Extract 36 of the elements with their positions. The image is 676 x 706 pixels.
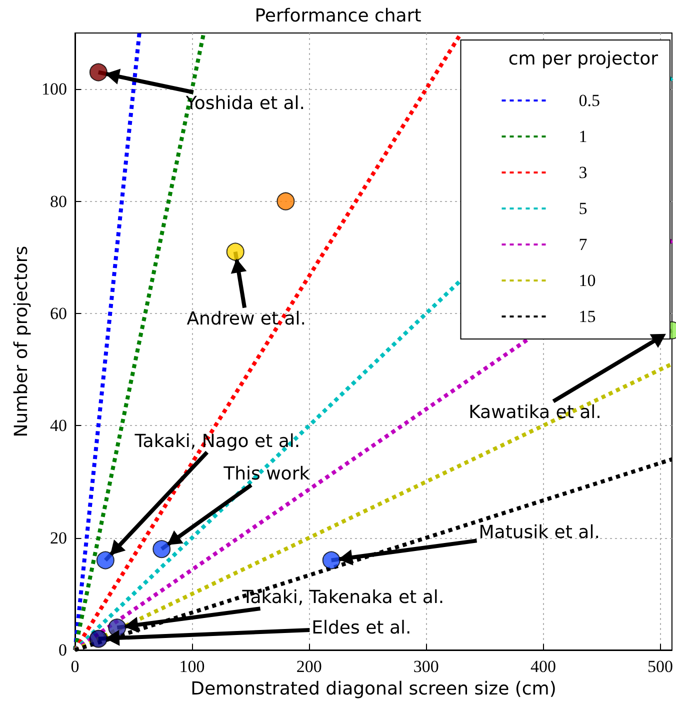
y-tick-label: 40 [50,416,67,436]
x-tick-label: 100 [179,657,205,676]
legend-label: 3 [578,163,588,182]
point [89,630,108,648]
point [276,192,295,210]
x-tick-label: 0 [70,657,80,676]
point [322,551,340,570]
x-tick-label: 200 [296,657,322,676]
y-tick-label: 20 [50,528,67,548]
y-tick-label: 80 [50,192,67,211]
legend-title: cm per projector [508,48,659,70]
legend-label: 15 [578,307,596,326]
annotation: Matusik et al. [478,522,600,543]
legend-label: 10 [578,271,596,290]
legend-label: 7 [578,235,588,254]
point [96,551,114,570]
y-tick-label: 0 [58,640,67,660]
y-tick-label: 60 [50,304,67,323]
x-tick-label: 400 [530,657,556,676]
legend-label: 0.5 [578,91,600,110]
annotation: Takaki, Takenaka et al. [241,587,444,608]
point [226,242,244,261]
point [89,63,108,82]
annotation: Eldes et al. [312,617,412,638]
legend-label: 5 [578,199,588,218]
y-tick-label: 100 [42,80,67,99]
point [152,540,171,558]
annotation: This work [222,464,310,485]
annotation: Andrew et al. [186,308,306,330]
legend-label: 1 [578,127,588,146]
x-tick-label: 500 [648,657,673,676]
annotation: Yoshida et al. [184,92,306,114]
x-tick-label: 300 [413,657,439,676]
chart-title: Performance chart [254,6,422,26]
y-axis-title: Number of projectors [11,246,32,438]
x-axis-title: Demonstrated diagonal screen size (cm) [190,678,556,700]
